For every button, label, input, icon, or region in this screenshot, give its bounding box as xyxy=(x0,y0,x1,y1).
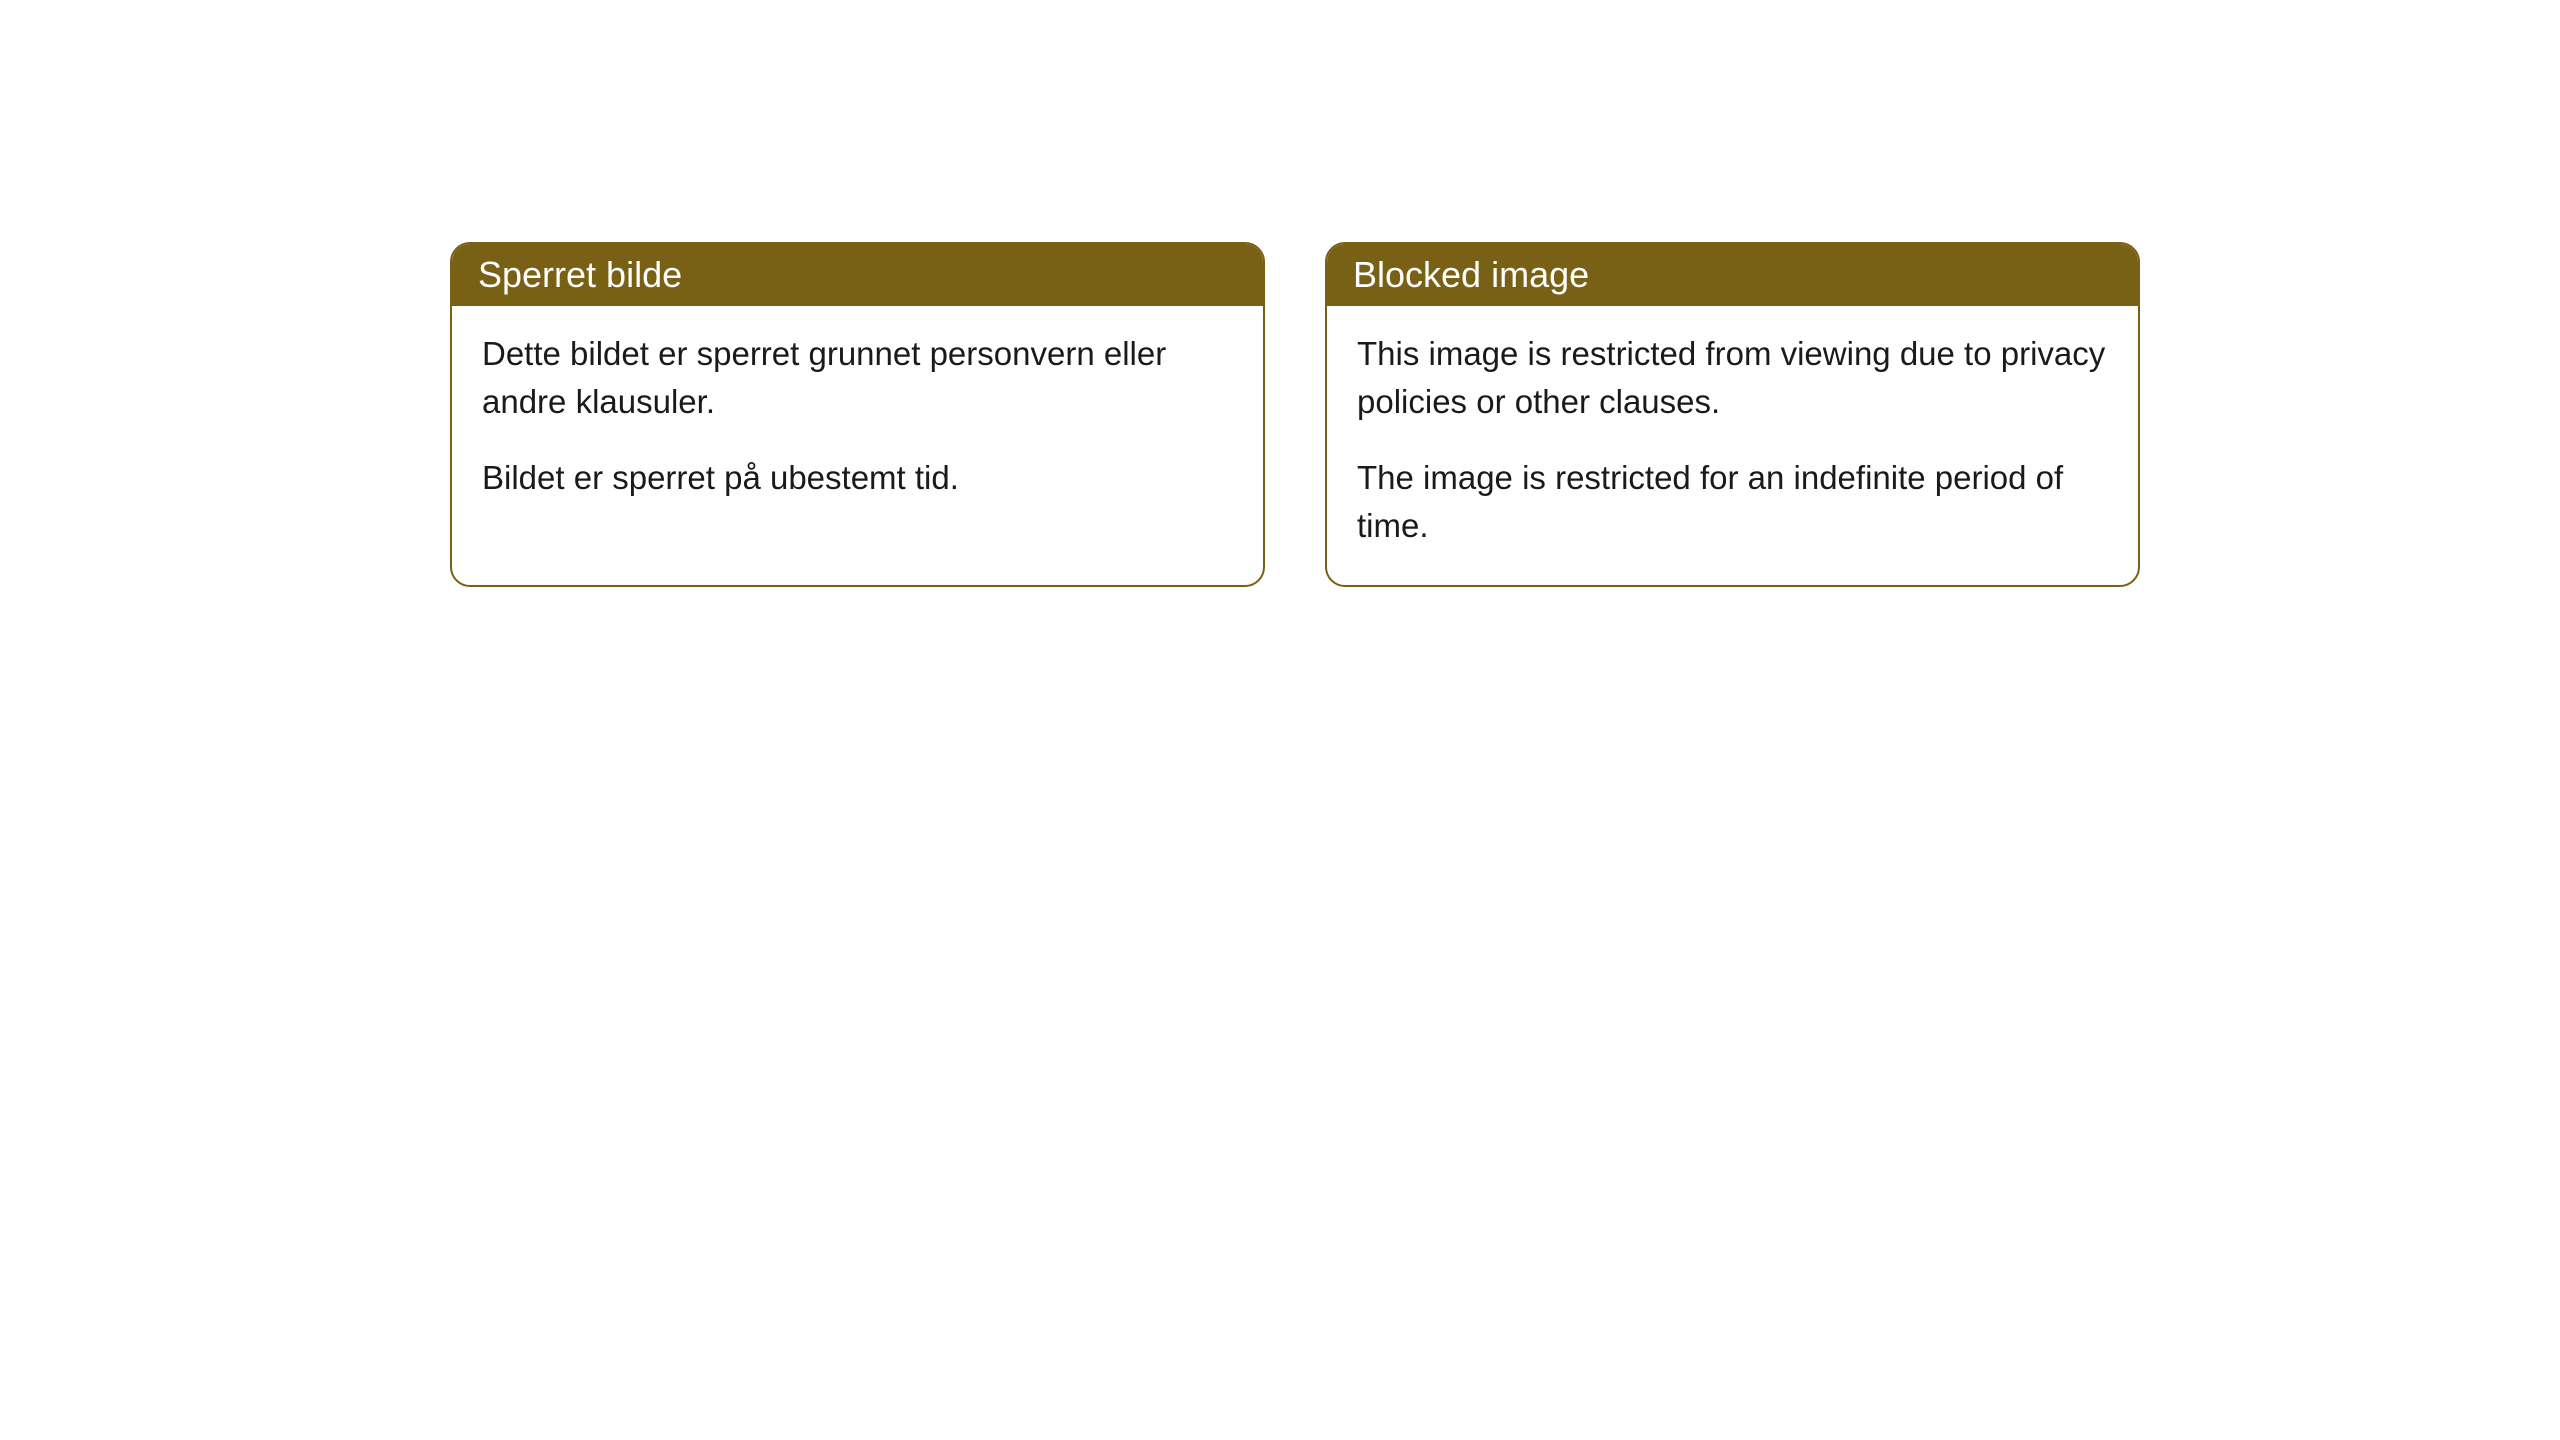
notice-card-norwegian: Sperret bilde Dette bildet er sperret gr… xyxy=(450,242,1265,587)
notice-card-english: Blocked image This image is restricted f… xyxy=(1325,242,2140,587)
card-title-english: Blocked image xyxy=(1353,254,1589,295)
card-para2-norwegian: Bildet er sperret på ubestemt tid. xyxy=(482,454,1233,502)
notice-cards-container: Sperret bilde Dette bildet er sperret gr… xyxy=(450,242,2140,587)
card-body-norwegian: Dette bildet er sperret grunnet personve… xyxy=(452,306,1263,538)
card-para1-norwegian: Dette bildet er sperret grunnet personve… xyxy=(482,330,1233,426)
card-header-norwegian: Sperret bilde xyxy=(452,244,1263,306)
card-para1-english: This image is restricted from viewing du… xyxy=(1357,330,2108,426)
card-body-english: This image is restricted from viewing du… xyxy=(1327,306,2138,585)
card-header-english: Blocked image xyxy=(1327,244,2138,306)
card-para2-english: The image is restricted for an indefinit… xyxy=(1357,454,2108,550)
card-title-norwegian: Sperret bilde xyxy=(478,254,682,295)
